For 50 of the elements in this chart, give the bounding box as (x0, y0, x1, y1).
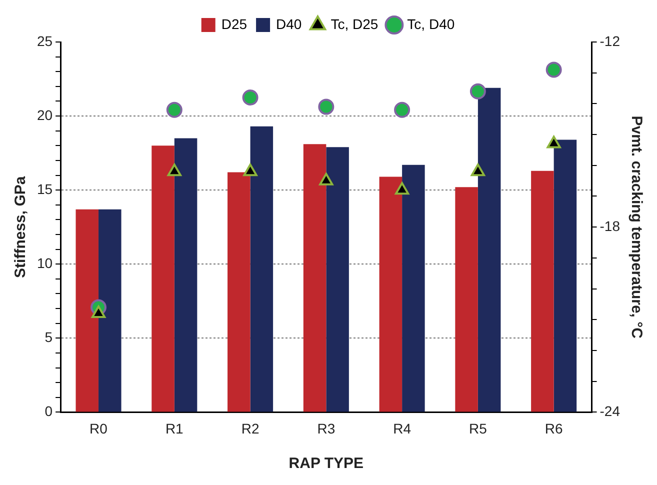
point (546, 62, 562, 78)
x-tick-label: R1 (165, 420, 184, 436)
bar (379, 176, 402, 412)
x-tick-label: R5 (468, 420, 488, 436)
bar (76, 209, 99, 412)
y-axis-title: Stiffness, GPa (12, 176, 30, 278)
bar (152, 146, 174, 412)
bar (554, 140, 577, 412)
legend-label: Tc, D40 (407, 16, 455, 32)
y-tick-label: 10 (36, 254, 53, 271)
point (394, 102, 410, 118)
point (167, 164, 182, 176)
point (318, 98, 334, 115)
y-tick-label: 0 (44, 403, 53, 420)
legend-label: D40 (276, 16, 302, 32)
x-tick-label: R3 (317, 420, 336, 436)
bar (478, 88, 501, 412)
point (91, 305, 106, 318)
bar (98, 209, 122, 412)
bar (455, 187, 478, 412)
point (470, 83, 486, 100)
bar (250, 126, 274, 412)
bar (228, 172, 250, 412)
x-axis-title: RAP TYPE (288, 455, 364, 472)
bar (402, 164, 425, 412)
point (394, 182, 410, 195)
point (166, 102, 182, 118)
y-tick-label: 20 (36, 106, 53, 123)
y2-tick-label: -24 (600, 403, 620, 420)
x-tick-label: R2 (241, 420, 260, 436)
bar (174, 138, 198, 412)
bar (531, 170, 554, 412)
y-tick-label: 5 (44, 329, 53, 346)
x-tick-label: R0 (90, 420, 108, 436)
y2-tick-label: -18 (600, 218, 620, 234)
y-tick-label: 25 (36, 32, 53, 49)
y-tick-label: 15 (36, 180, 53, 197)
x-tick-label: R6 (544, 420, 563, 436)
y2-tick-label: -12 (600, 32, 620, 49)
legend-label: Tc, D25 (330, 16, 378, 32)
bar (303, 144, 326, 412)
point (242, 90, 258, 106)
y2-axis-title: Pvmt. cracking temperature, °C (628, 116, 645, 339)
point (546, 136, 561, 148)
bar (326, 147, 349, 412)
point (243, 164, 258, 176)
point (470, 164, 485, 176)
x-tick-label: R4 (393, 420, 412, 436)
point (319, 172, 334, 186)
legend-label: D25 (221, 16, 248, 32)
